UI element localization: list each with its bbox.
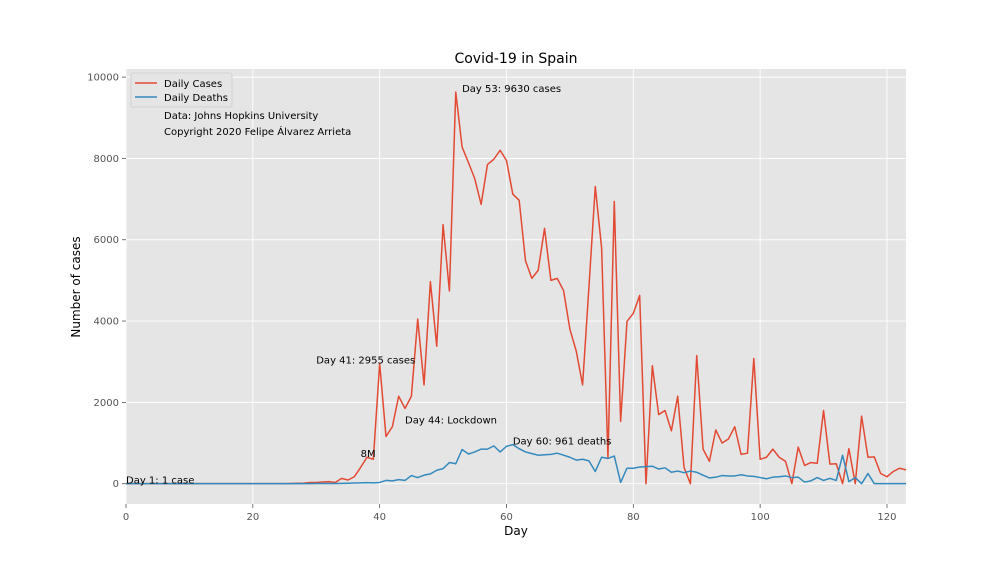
legend-note-copyright: Copyright 2020 Felipe Álvarez Arrieta <box>164 125 351 138</box>
chart-title: Covid-19 in Spain <box>454 51 577 67</box>
x-tick-label: 120 <box>877 512 896 523</box>
y-tick-label: 0 <box>113 479 119 490</box>
y-tick-label: 8000 <box>94 154 119 165</box>
legend-box <box>130 72 233 108</box>
x-tick-label: 60 <box>500 512 513 523</box>
x-tick-label: 40 <box>373 512 386 523</box>
x-tick-label: 20 <box>246 512 259 523</box>
annotation-label: 8M <box>361 449 376 460</box>
x-axis-ticks: 0 20 40 60 80 100 120 <box>123 504 897 523</box>
y-axis-label: Number of cases <box>69 236 83 337</box>
y-tick-label: 2000 <box>94 398 119 409</box>
legend-cases-label: Daily Cases <box>164 79 222 90</box>
annotation-label: Day 41: 2955 cases <box>316 356 415 367</box>
x-tick-label: 100 <box>751 512 770 523</box>
series-line-daily-deaths <box>126 443 906 485</box>
annotations: Day 1: 1 case 8M Day 41: 2955 cases Day 44:… <box>126 84 611 486</box>
annotation-label: Day 53: 9630 cases <box>462 84 561 95</box>
annotation-label: Day 44: Lockdown <box>405 416 497 427</box>
x-axis-label: Day <box>504 524 528 538</box>
plot-area <box>126 69 906 504</box>
y-tick-label: 4000 <box>94 317 119 328</box>
legend: Daily Cases Daily Deaths Data: Johns Hop… <box>130 72 351 138</box>
y-axis-ticks: 0 2000 4000 6000 8000 10000 <box>87 73 126 490</box>
annotation-label: Day 60: 961 deaths <box>513 437 612 448</box>
legend-note-source: Data: Johns Hopkins University <box>164 111 318 122</box>
grid-vertical <box>125 69 888 504</box>
legend-deaths-label: Daily Deaths <box>164 93 228 104</box>
x-tick-label: 0 <box>123 512 129 523</box>
y-tick-label: 6000 <box>94 235 119 246</box>
series-layer <box>125 91 907 485</box>
y-tick-label: 10000 <box>87 73 119 84</box>
annotation-label: Day 1: 1 case <box>126 476 194 487</box>
x-tick-label: 80 <box>627 512 640 523</box>
